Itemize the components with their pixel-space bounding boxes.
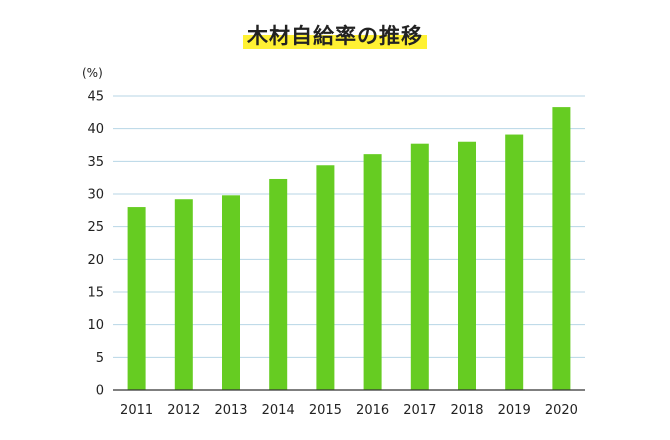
y-tick-label: 5 — [96, 351, 104, 366]
bar-2018 — [458, 141, 476, 390]
y-tick-label: 35 — [87, 155, 104, 170]
y-tick-label: 15 — [87, 286, 104, 301]
y-axis-ticks: 0 5 10 15 20 25 30 35 40 45 — [87, 90, 104, 399]
bar-2020 — [552, 107, 571, 391]
bars — [127, 107, 571, 391]
x-tick-label: 2020 — [545, 403, 578, 418]
y-tick-label: 45 — [87, 90, 104, 105]
y-tick-label: 25 — [87, 220, 104, 235]
y-tick-label: 20 — [87, 253, 104, 268]
x-tick-label: 2015 — [309, 403, 342, 418]
y-tick-label: 30 — [87, 188, 104, 203]
x-tick-label: 2017 — [403, 403, 436, 418]
bar-2012 — [174, 199, 193, 390]
bar-2014 — [269, 178, 288, 390]
chart-title-text: 木材自給率の推移 — [247, 24, 423, 48]
bar-2016 — [363, 154, 382, 390]
x-tick-label: 2013 — [214, 403, 247, 418]
y-tick-label: 0 — [96, 384, 104, 399]
x-tick-label: 2014 — [262, 403, 295, 418]
chart-title-wrapper: 木材自給率の推移 — [0, 22, 670, 50]
y-tick-label: 40 — [87, 122, 104, 137]
bar-2017 — [410, 143, 429, 390]
x-tick-label: 2011 — [120, 403, 153, 418]
x-tick-label: 2019 — [498, 403, 531, 418]
bar-2019 — [505, 134, 524, 390]
title-highlight — [243, 35, 427, 49]
y-axis-unit-label: (%) — [82, 66, 103, 80]
bar-2015 — [316, 165, 335, 390]
chart-title: 木材自給率の推移 — [243, 22, 427, 50]
bar-2013 — [222, 195, 240, 390]
x-tick-label: 2012 — [167, 403, 200, 418]
x-axis-ticks: 2011 2012 2013 2014 2015 2016 2017 2018 2019 2020 — [120, 403, 578, 418]
x-tick-label: 2018 — [450, 403, 483, 418]
x-tick-label: 2016 — [356, 403, 389, 418]
y-tick-label: 10 — [87, 318, 104, 333]
bar-2011 — [127, 207, 146, 390]
